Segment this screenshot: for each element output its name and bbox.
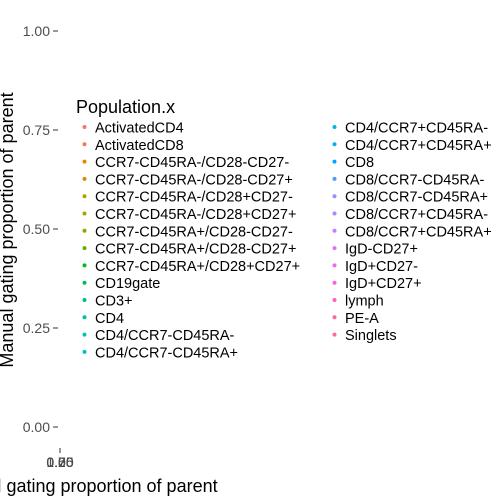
legend-label: CD8/CCR7-CD45RA- (345, 172, 485, 188)
legend-marker (332, 280, 337, 285)
x-axis: 0.000.250.500.751.00 (46, 448, 74, 470)
legend-marker (82, 125, 87, 129)
legend-item: CD8/CCR7-CD45RA+ (332, 190, 488, 206)
legend-item: CCR7-CD45RA+/CD28-CD27+ (82, 242, 296, 258)
x-tick-label: 0.00 (46, 454, 73, 470)
legend-label: CCR7-CD45RA+/CD28-CD27- (95, 224, 293, 240)
legend-item: CCR7-CD45RA+/CD28+CD27+ (82, 259, 300, 275)
legend-marker (82, 315, 87, 320)
legend-item: CCR7-CD45RA-/CD28-CD27- (82, 155, 289, 171)
legend-label: CD8/CCR7+CD45RA+ (345, 224, 492, 240)
legend-item: CD3+ (82, 294, 132, 310)
legend-marker (332, 159, 337, 164)
legend-marker (82, 142, 87, 147)
legend-label: lymph (345, 294, 384, 310)
legend-item: IgD+CD27- (332, 259, 418, 275)
legend-label: CD19gate (95, 276, 160, 292)
legend-marker (332, 194, 337, 199)
legend-item: PE-A (332, 311, 379, 327)
legend-marker (82, 332, 87, 337)
legend-marker (82, 211, 87, 216)
legend-marker (82, 280, 87, 285)
legend-item: CD8/CCR7+CD45RA- (332, 207, 488, 223)
legend-marker (82, 228, 87, 233)
legend-marker (332, 263, 337, 268)
legend-item: IgD+CD27+ (332, 276, 422, 292)
legend-item: ActivatedCD4 (82, 121, 184, 137)
legend-item: ActivatedCD8 (82, 138, 184, 154)
y-tick-label: 0.75 (23, 122, 50, 138)
legend-item: CD8/CCR7+CD45RA+ (332, 224, 492, 240)
legend-marker (332, 332, 337, 337)
legend-label: ActivatedCD4 (95, 121, 184, 137)
legend-marker (82, 263, 87, 268)
legend-marker (332, 211, 337, 216)
legend-marker (332, 246, 337, 251)
x-tick-label: 0.75 (46, 454, 73, 470)
legend: Population.x ActivatedCD4ActivatedCD8CCR… (76, 97, 492, 361)
legend-label: Singlets (345, 328, 397, 344)
x-tick-label: 0.25 (46, 454, 73, 470)
legend-item: Singlets (332, 328, 397, 344)
legend-item: CCR7-CD45RA-/CD28-CD27+ (82, 172, 293, 188)
legend-label: CCR7-CD45RA-/CD28-CD27+ (95, 172, 293, 188)
legend-marker (82, 349, 87, 354)
legend-label: CD4/CCR7-CD45RA- (95, 328, 235, 344)
y-axis: 0.00 0.25 0.50 0.75 1.00 (23, 23, 58, 435)
legend-label: IgD+CD27+ (345, 276, 422, 292)
legend-label: CCR7-CD45RA+/CD28+CD27+ (95, 259, 300, 275)
legend-label: IgD-CD27+ (345, 242, 418, 258)
legend-item: CD4/CCR7-CD45RA+ (82, 345, 238, 361)
legend-label: CCR7-CD45RA+/CD28-CD27+ (95, 242, 296, 258)
legend-marker (82, 246, 87, 251)
legend-label: CCR7-CD45RA-/CD28+CD27+ (95, 207, 296, 223)
legend-label: CD8/CCR7-CD45RA+ (345, 190, 488, 206)
y-axis-title: Manual gating proportion of parent (0, 92, 17, 367)
legend-label: CD8 (345, 155, 374, 171)
legend-label: CD8/CCR7+CD45RA- (345, 207, 488, 223)
legend-marker (332, 315, 337, 320)
legend-item: CD19gate (82, 276, 160, 292)
legend-label: CCR7-CD45RA-/CD28+CD27- (95, 190, 293, 206)
legend-item: CD8/CCR7-CD45RA- (332, 172, 485, 188)
legend-marker (82, 194, 87, 199)
legend-label: CD4/CCR7+CD45RA- (345, 121, 488, 137)
legend-item: CD4/CCR7-CD45RA- (82, 328, 235, 344)
legend-marker (332, 176, 337, 181)
legend-item: CD4 (82, 311, 124, 327)
legend-item: CCR7-CD45RA-/CD28+CD27+ (82, 207, 296, 223)
legend-label: CCR7-CD45RA-/CD28-CD27- (95, 155, 289, 171)
y-tick-label: 0.50 (23, 221, 50, 237)
x-axis-title: Automated gating proportion of parent (0, 476, 218, 496)
legend-item: CD8 (332, 155, 374, 171)
legend-label: CD3+ (95, 294, 132, 310)
y-tick-label: 0.00 (23, 419, 50, 435)
legend-item: CCR7-CD45RA+/CD28-CD27- (82, 224, 293, 240)
legend-item: lymph (332, 294, 384, 310)
legend-item: IgD-CD27+ (332, 242, 418, 258)
legend-marker (82, 176, 87, 181)
legend-marker (332, 298, 337, 302)
legend-label: CD4 (95, 311, 124, 327)
x-tick-label: 0.50 (46, 454, 73, 470)
legend-title: Population.x (76, 97, 175, 117)
x-tick-label: 1.00 (46, 454, 73, 470)
legend-item: CCR7-CD45RA-/CD28+CD27- (82, 190, 293, 206)
legend-label: ActivatedCD8 (95, 138, 184, 154)
legend-item: CD4/CCR7+CD45RA- (332, 121, 488, 137)
legend-marker (82, 298, 87, 302)
legend-marker (332, 125, 337, 129)
legend-label: IgD+CD27- (345, 259, 418, 275)
legend-label: CD4/CCR7+CD45RA+ (345, 138, 492, 154)
y-tick-label: 1.00 (23, 23, 50, 39)
legend-marker (332, 228, 337, 233)
legend-label: PE-A (345, 311, 379, 327)
legend-marker (82, 159, 87, 164)
y-tick-label: 0.25 (23, 320, 50, 336)
legend-marker (332, 142, 337, 147)
legend-label: CD4/CCR7-CD45RA+ (95, 345, 238, 361)
legend-item: CD4/CCR7+CD45RA+ (332, 138, 492, 154)
